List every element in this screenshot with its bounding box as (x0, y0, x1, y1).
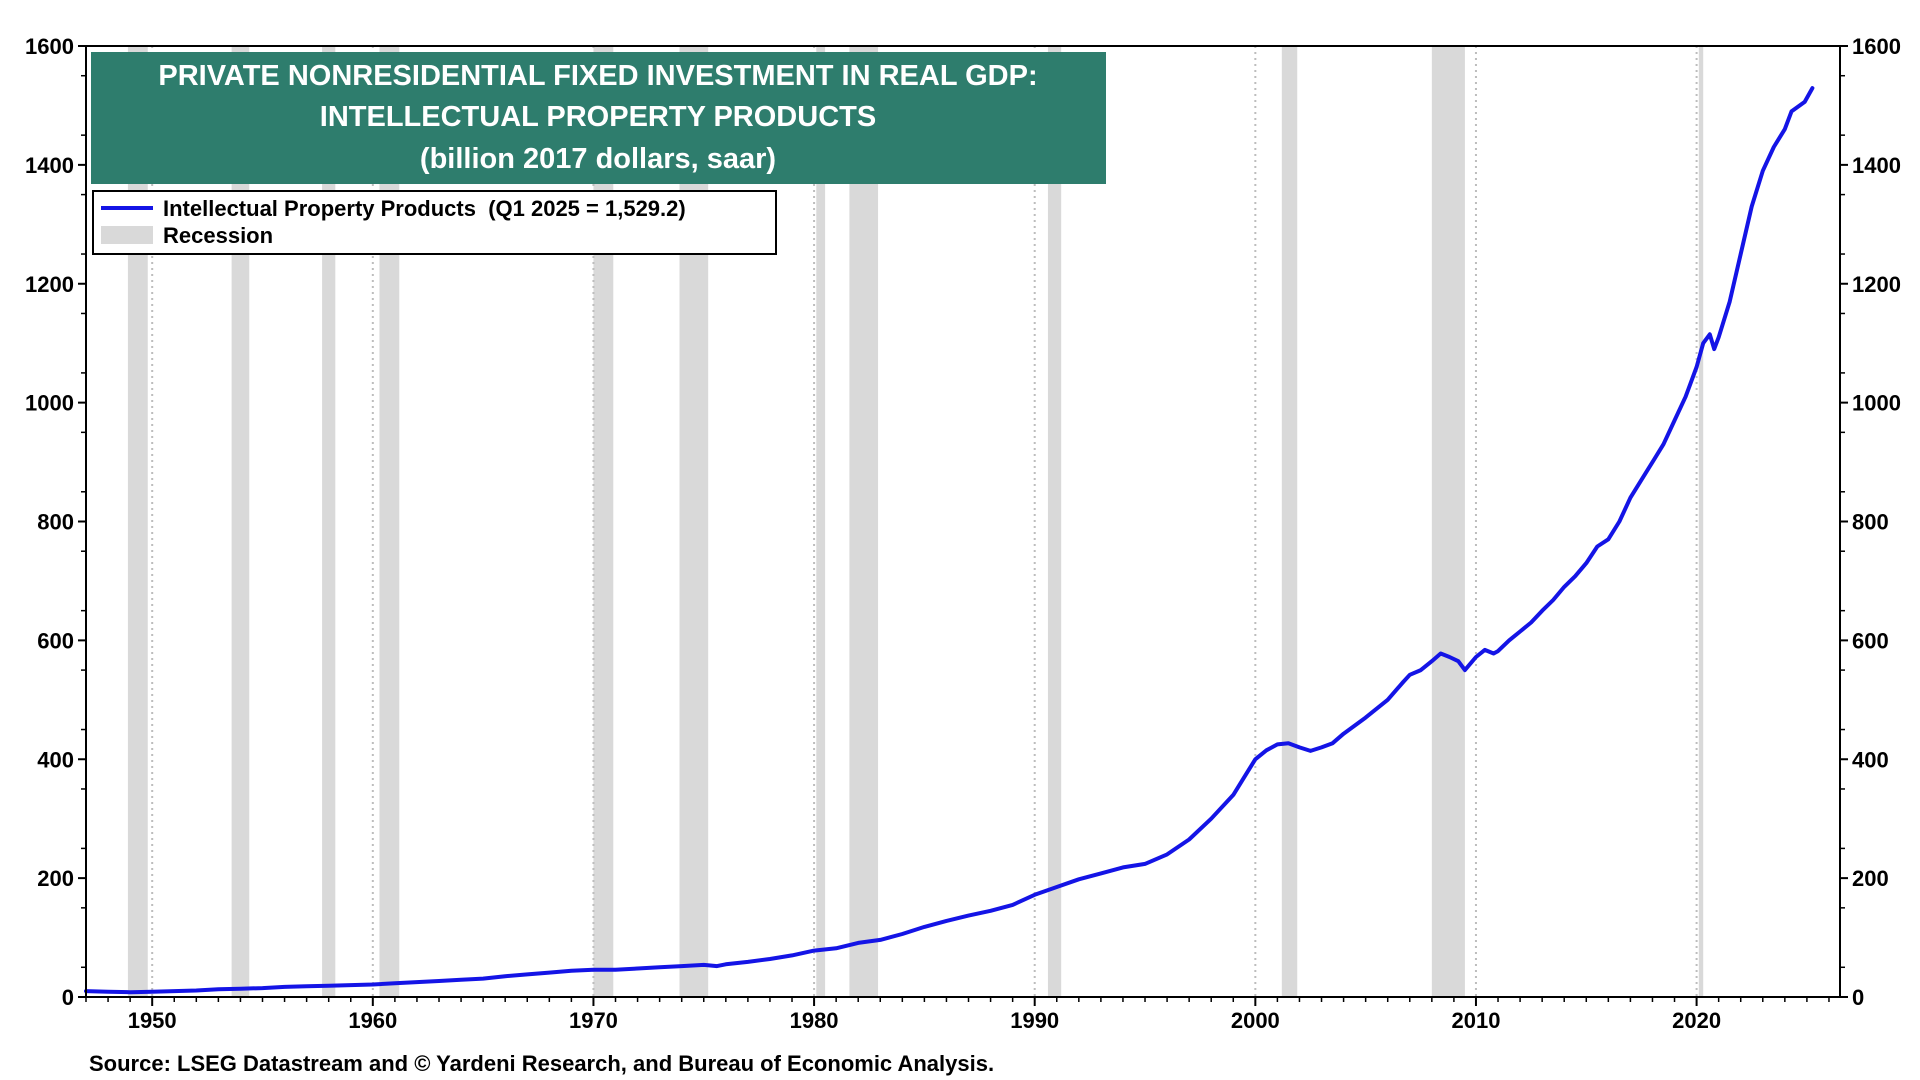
x-tick-label-1970: 1970 (569, 1008, 618, 1033)
chart-subtitle: (billion 2017 dollars, saar) (420, 143, 776, 175)
y-left-tick-label-800: 800 (37, 510, 74, 535)
y-right-tick-label-0: 0 (1852, 985, 1864, 1010)
title-background (91, 52, 1106, 184)
y-left-tick-label-1600: 1600 (25, 34, 74, 59)
chart-title-box: PRIVATE NONRESIDENTIAL FIXED INVESTMENT … (91, 52, 1106, 184)
chart-title-line-1: PRIVATE NONRESIDENTIAL FIXED INVESTMENT … (158, 60, 1037, 92)
y-right-tick-label-200: 200 (1852, 866, 1889, 891)
source-note: Source: LSEG Datastream and © Yardeni Re… (89, 1051, 994, 1076)
recession-band-1 (127, 46, 148, 997)
x-tick-label-1950: 1950 (128, 1008, 177, 1033)
y-left-tick-label-1400: 1400 (25, 153, 74, 178)
recession-band-8 (849, 46, 879, 997)
recession-band-9 (1047, 46, 1062, 997)
x-tick-label-1990: 1990 (1010, 1008, 1059, 1033)
x-tick-label-2020: 2020 (1672, 1008, 1721, 1033)
y-left-tick-label-200: 200 (37, 866, 74, 891)
y-left-tick-label-400: 400 (37, 747, 74, 772)
y-left-tick-label-1000: 1000 (25, 391, 74, 416)
recession-band-7 (816, 46, 826, 997)
recession-band-12 (1698, 46, 1704, 997)
legend-label-series: Intellectual Property Products (Q1 2025 … (163, 196, 686, 221)
y-left-tick-label-1200: 1200 (25, 272, 74, 297)
x-tick-label-2010: 2010 (1451, 1008, 1500, 1033)
plot-frame (85, 45, 1841, 998)
x-tick-label-1960: 1960 (348, 1008, 397, 1033)
y-right-tick-label-1400: 1400 (1852, 153, 1901, 178)
x-tick-label-1980: 1980 (790, 1008, 839, 1033)
grid-lines (151, 46, 1698, 997)
recession-band-4 (379, 46, 400, 997)
recession-band-3 (322, 46, 336, 997)
y-right-tick-label-1000: 1000 (1852, 391, 1901, 416)
legend-swatch-recession (101, 226, 153, 244)
recession-bands (127, 46, 1704, 997)
series-layer (84, 86, 1815, 995)
legend: Intellectual Property Products (Q1 2025 … (92, 190, 777, 255)
recession-band-11 (1431, 46, 1465, 997)
y-left-tick-label-0: 0 (62, 985, 74, 1010)
legend-label-recession: Recession (163, 223, 273, 248)
recession-band-10 (1281, 46, 1298, 997)
x-tick-label-2000: 2000 (1231, 1008, 1280, 1033)
recession-band-2 (231, 46, 250, 997)
y-right-tick-label-600: 600 (1852, 628, 1889, 653)
chart-title-line-2: INTELLECTUAL PROPERTY PRODUCTS (320, 101, 876, 133)
y-right-tick-label-1200: 1200 (1852, 272, 1901, 297)
series-line-intellectual-property-products (84, 86, 1815, 995)
y-right-tick-label-1600: 1600 (1852, 34, 1901, 59)
legend-box (92, 190, 777, 255)
axis-ticks: 1950 1960 1970 1980 1990 2000 2010 2020 0 0 200 200… (25, 34, 1901, 1033)
y-right-tick-label-400: 400 (1852, 747, 1889, 772)
recession-band-5 (593, 46, 614, 997)
y-right-tick-label-800: 800 (1852, 510, 1889, 535)
recession-band-6 (679, 46, 709, 997)
y-left-tick-label-600: 600 (37, 628, 74, 653)
